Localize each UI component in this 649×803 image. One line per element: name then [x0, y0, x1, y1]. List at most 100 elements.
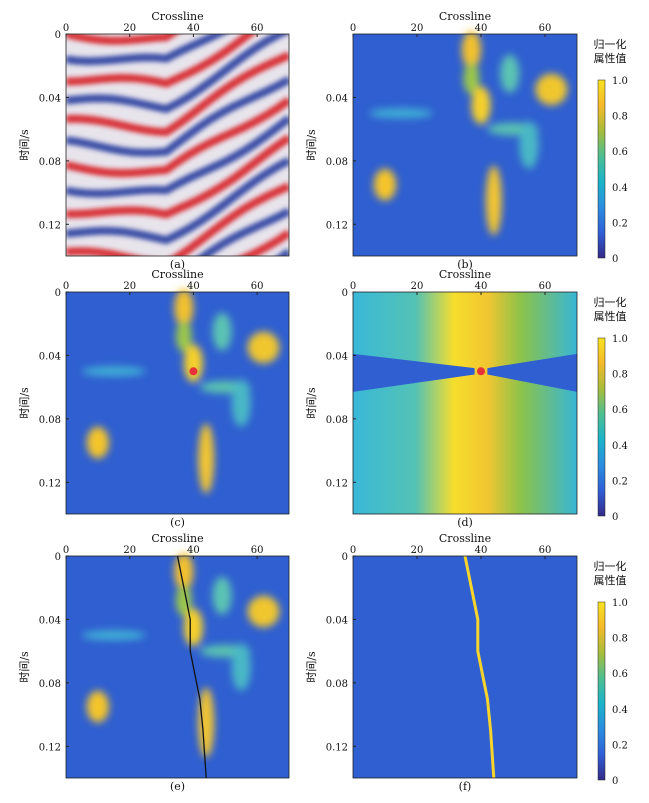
x-tick-label: 0 — [350, 545, 356, 556]
seed-point — [189, 367, 198, 376]
axes-frame — [352, 555, 578, 779]
attribute-blob — [519, 121, 539, 169]
axis-title-crossline: Crossline — [151, 10, 203, 23]
y-axis-label: 时间/s — [305, 129, 318, 161]
colorbar-title: 属性值 — [594, 573, 627, 587]
panel-label: (e) — [170, 780, 185, 793]
attribute-blob — [463, 62, 480, 95]
attribute-background — [66, 292, 289, 514]
y-axis-label: 时间/s — [18, 129, 31, 161]
panel-d: Crossline 0 20 40 60 0 0.04 0.08 0.12 时间/s (d) — [305, 268, 578, 529]
reflector — [66, 182, 289, 256]
panel-label: (d) — [457, 516, 473, 529]
x-tick-label: 20 — [123, 23, 136, 34]
colorbar-gradient — [597, 337, 606, 517]
colorbar-tick-label: 0.6 — [612, 405, 628, 416]
x-tick-label: 0 — [63, 23, 69, 34]
y-tick-label: 0 — [342, 288, 348, 299]
colorbar-tick-label: 0.8 — [612, 370, 628, 381]
attribute-blob — [198, 687, 215, 758]
attribute-blob — [81, 630, 146, 641]
x-tick-label: 60 — [251, 545, 264, 556]
y-tick-label: 0.08 — [39, 157, 61, 168]
panel-c: Crossline 0 20 40 60 0 0.04 0.08 0.12 时间/s (c) — [18, 268, 290, 529]
seed-point — [477, 367, 485, 376]
x-tick-label: 40 — [187, 23, 200, 34]
x-tick-label: 40 — [475, 281, 488, 292]
reflector — [66, 134, 289, 219]
y-tick-label: 0.04 — [39, 351, 61, 362]
colorbar-tick-label: 0.6 — [612, 147, 628, 158]
reflector — [197, 207, 289, 256]
y-tick-label: 0.04 — [39, 93, 61, 104]
colorbar-tick-label: 0.2 — [612, 740, 628, 751]
colorbar-tick-label: 0 — [612, 254, 618, 265]
cost-field — [353, 292, 577, 514]
x-tick-label: 20 — [411, 23, 424, 34]
attribute-blob — [369, 108, 433, 119]
axis-title-crossline: Crossline — [151, 268, 203, 281]
reflector — [66, 115, 289, 198]
attribute-blob — [247, 331, 280, 364]
y-tick-label: 0.04 — [326, 93, 348, 104]
axes-frame — [65, 555, 290, 779]
panel-label: (f) — [459, 780, 472, 793]
colorbar-tick-label: 0.2 — [612, 218, 628, 229]
cost-wedge-left — [353, 353, 475, 392]
colorbar-tick-label: 0.6 — [612, 669, 628, 680]
axes-frame — [65, 33, 290, 257]
attribute-blob — [212, 312, 232, 351]
attribute-anomalies — [81, 552, 280, 758]
y-tick-label: 0.12 — [326, 478, 348, 489]
y-tick-label: 0.04 — [39, 615, 61, 626]
panel-label: (a) — [170, 258, 185, 271]
axes-frame — [65, 291, 290, 515]
colorbar-title: 属性值 — [594, 309, 627, 323]
x-tick-label: 60 — [539, 545, 552, 556]
attribute-blob — [535, 73, 568, 106]
y-axis-label: 时间/s — [18, 651, 31, 683]
reflector — [66, 34, 256, 88]
colorbar-title: 归一化 — [594, 295, 627, 309]
y-tick-label: 0 — [55, 552, 61, 563]
y-tick-label: 0.12 — [39, 742, 61, 753]
attribute-blob — [183, 344, 203, 383]
reflector — [66, 75, 289, 157]
attribute-blob — [86, 690, 110, 723]
y-axis-label: 时间/s — [305, 387, 318, 419]
attribute-blob — [231, 379, 251, 427]
x-tick-label: 60 — [251, 23, 264, 34]
colorbar-tick-label: 1.0 — [612, 598, 628, 609]
panel-a: Crossline 0 20 40 60 0 0.04 0.08 0.12 时间/s (a) — [18, 10, 290, 271]
y-tick-label: 0.12 — [39, 220, 61, 231]
x-tick-label: 20 — [411, 545, 424, 556]
axis-title-crossline: Crossline — [439, 532, 491, 545]
y-axis-label: 时间/s — [18, 387, 31, 419]
attribute-blob — [212, 576, 232, 615]
colorbar-gradient — [597, 79, 606, 259]
x-tick-label: 60 — [539, 281, 552, 292]
attribute-blob — [81, 366, 146, 377]
y-tick-label: 0.08 — [39, 415, 61, 426]
axis-title-crossline: Crossline — [151, 532, 203, 545]
axis-title-crossline: Crossline — [439, 10, 491, 23]
x-tick-label: 0 — [350, 281, 356, 292]
x-tick-label: 0 — [350, 23, 356, 34]
colorbar-gradient — [597, 601, 606, 781]
seismic-reflectors — [66, 34, 289, 256]
x-tick-label: 40 — [187, 281, 200, 292]
attribute-blob — [86, 426, 110, 459]
x-tick-label: 40 — [475, 23, 488, 34]
x-tick-label: 40 — [475, 545, 488, 556]
x-tick-label: 20 — [123, 281, 136, 292]
colorbar-tick-label: 0 — [612, 512, 618, 523]
panel-label: (b) — [457, 258, 473, 271]
y-tick-label: 0.08 — [326, 157, 348, 168]
colorbar-tick-label: 0.4 — [612, 441, 628, 452]
panel-b: Crossline 0 20 40 60 0.04 0.08 0.12 时间/s (b) — [305, 10, 578, 271]
x-tick-label: 20 — [123, 545, 136, 556]
attribute-blob — [174, 288, 194, 327]
